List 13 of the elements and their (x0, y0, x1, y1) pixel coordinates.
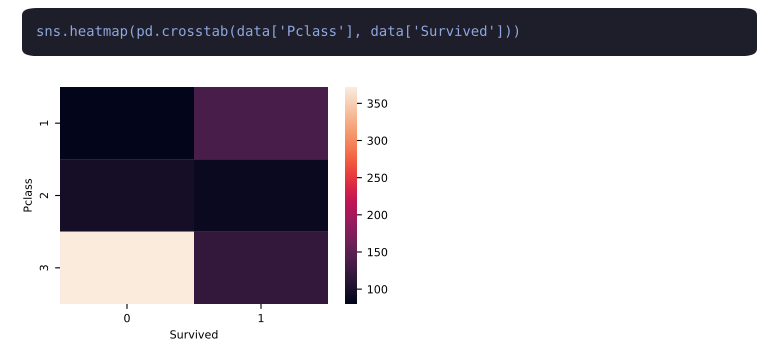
y-tick-label: 3 (40, 265, 48, 271)
text: sns.heatmap(pd.crosstab(data['Pclass'], data['Survived'])) (37, 25, 518, 39)
color-bar-label: 100 (368, 285, 388, 294)
color-bar-label: 150 (368, 248, 388, 256)
color-bar-label: 200 (368, 210, 388, 220)
color-bar-label: 350 (368, 99, 388, 108)
y-tick-label: 2 (40, 193, 48, 198)
color-bar-label: 250 (368, 174, 388, 182)
x-tick-label: 0 (124, 314, 130, 322)
y-tick-label: 1 (40, 120, 48, 126)
color-bar-label: 300 (368, 136, 388, 145)
y-axis-title: Pclass (23, 178, 32, 212)
x-axis-title: Survived (170, 330, 218, 339)
